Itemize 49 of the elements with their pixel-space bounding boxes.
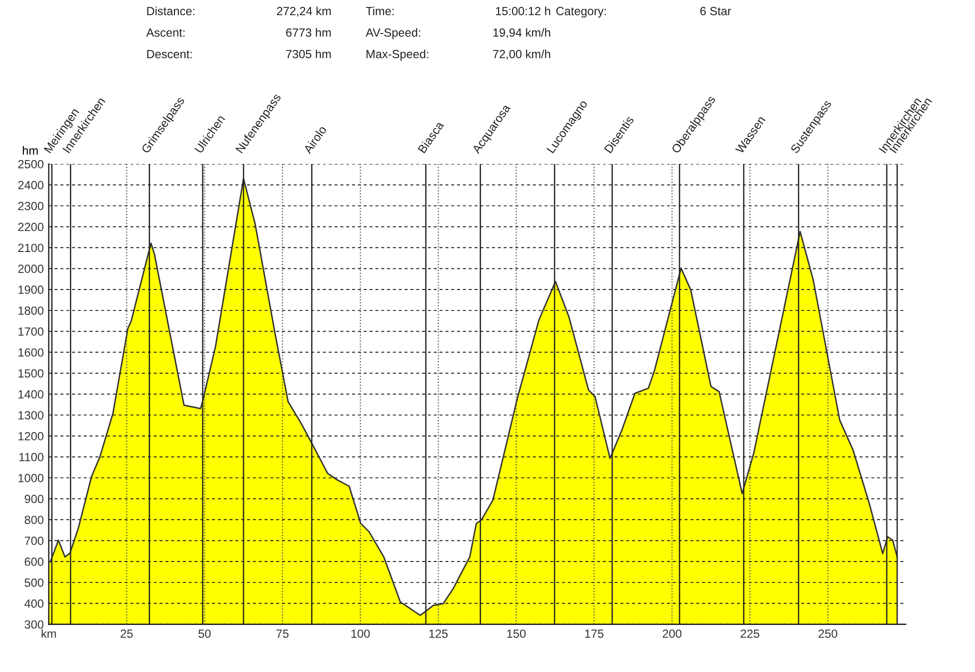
y-tick-label: 1400 bbox=[18, 390, 44, 399]
y-tick-label: 2100 bbox=[18, 244, 44, 252]
text: AV-Speed: bbox=[366, 28, 420, 40]
x-tick-label: 250 bbox=[818, 629, 838, 638]
text: 15:00:12 h bbox=[496, 6, 550, 16]
text: 6773 hm bbox=[286, 28, 331, 37]
y-tick-label: 1800 bbox=[18, 306, 44, 315]
y-tick-label: 1300 bbox=[18, 411, 44, 420]
y-tick-label: 800 bbox=[24, 516, 44, 524]
x-tick-label: 125 bbox=[429, 629, 448, 638]
text: 6 Star bbox=[700, 6, 732, 16]
y-tick-label: 1600 bbox=[18, 348, 44, 357]
text: 7305 hm bbox=[286, 50, 331, 58]
y-tick-label: 300 bbox=[24, 620, 44, 629]
x-tick-label: 75 bbox=[276, 630, 289, 638]
y-tick-label: 2000 bbox=[18, 264, 44, 273]
text: Time: bbox=[366, 6, 394, 16]
y-tick-label: 900 bbox=[24, 494, 44, 504]
x-tick-label: 100 bbox=[351, 629, 370, 638]
y-tick-label: 1900 bbox=[18, 286, 44, 294]
x-tick-label: 200 bbox=[662, 629, 682, 638]
y-tick-label: 1200 bbox=[18, 432, 44, 440]
text: Ascent: bbox=[146, 28, 185, 37]
x-tick-label: 25 bbox=[120, 629, 133, 638]
y-tick-label: 500 bbox=[24, 578, 44, 587]
text: Descent: bbox=[147, 50, 192, 58]
text: 72,00 km/h bbox=[493, 50, 550, 60]
x-tick-label: 150 bbox=[507, 629, 526, 638]
y-tick-label: 1500 bbox=[18, 369, 44, 378]
y-tick-label: 1100 bbox=[19, 452, 44, 462]
y-tick-label: 1000 bbox=[18, 474, 44, 482]
x-tick-label: km bbox=[42, 629, 56, 638]
y-tick-label: 400 bbox=[24, 599, 44, 608]
y-tick-label: 2500 bbox=[18, 160, 44, 168]
x-tick-label: 175 bbox=[585, 630, 604, 638]
text: 19,94 km/h bbox=[493, 28, 550, 38]
text: Max-Speed: bbox=[366, 50, 428, 61]
text: Category: bbox=[556, 6, 606, 18]
y-tick-label: 1700 bbox=[18, 327, 44, 336]
text: 272,24 km bbox=[276, 6, 331, 17]
text: Distance: bbox=[147, 6, 194, 16]
y-tick-label: 2300 bbox=[18, 202, 44, 210]
y-tick-label: 2400 bbox=[18, 180, 44, 190]
x-tick-label: 225 bbox=[740, 629, 760, 638]
y-tick-label: 600 bbox=[24, 558, 44, 566]
y-axis-title: hm bbox=[22, 146, 38, 155]
y-tick-label: 2200 bbox=[18, 222, 44, 232]
y-tick-label: 700 bbox=[24, 536, 44, 545]
x-tick-label: 50 bbox=[198, 629, 211, 638]
